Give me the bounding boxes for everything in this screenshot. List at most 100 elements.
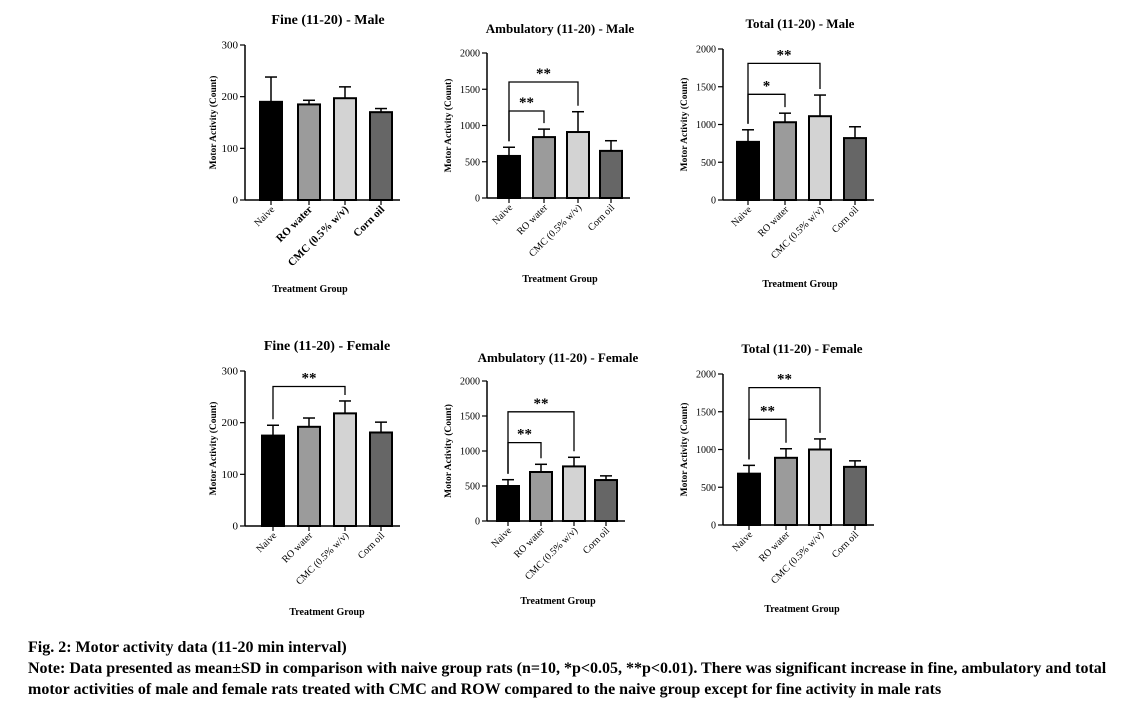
y-tick-label: 2000 xyxy=(460,377,480,388)
chart-panel-6: Total (11-20) - Female 0 500 1000 1500 2000 Mo… xyxy=(679,341,874,615)
y-tick-label: 200 xyxy=(222,91,239,103)
x-axis-label: Treatment Group xyxy=(522,274,598,285)
bar-naive xyxy=(737,472,761,527)
y-axis-label: Motor Activity (Count) xyxy=(208,76,219,170)
y-tick-label: 0 xyxy=(475,194,480,205)
bar-cmc xyxy=(333,412,357,527)
y-tick-label: 500 xyxy=(465,482,480,493)
significance-bracket xyxy=(748,386,821,460)
y-tick-label: 1000 xyxy=(460,447,480,458)
x-tick-label: RO water xyxy=(756,204,792,240)
chart-title: Ambulatory (11-20) - Female xyxy=(478,350,639,365)
x-tick-label: Corn oil xyxy=(581,525,612,556)
y-tick-label: 1000 xyxy=(460,121,480,132)
bar-ro_water xyxy=(532,136,556,200)
chart-panel-4: Fine (11-20) - Female 0 100 200 300 Motor Act… xyxy=(208,339,400,618)
figure-charts: Fine (11-20) - Male 0 100 200 300 Motor Activ… xyxy=(208,13,874,618)
bar-naive xyxy=(496,485,520,522)
y-tick-label: 2000 xyxy=(696,370,716,381)
bar-corn_oil xyxy=(369,111,393,201)
significance-label: ** xyxy=(519,95,534,111)
chart-panel-1: Fine (11-20) - Male 0 100 200 300 Motor Activ… xyxy=(208,13,400,295)
bar-corn_oil xyxy=(599,149,623,199)
bar-corn_oil xyxy=(843,137,867,201)
x-tick-label: Naive xyxy=(730,529,755,554)
x-axis-label: Treatment Group xyxy=(764,604,840,615)
y-tick-label: 2000 xyxy=(696,45,716,56)
bar-corn_oil xyxy=(594,479,618,522)
y-axis-label: Motor Activity (Count) xyxy=(443,404,454,498)
y-axis-label: Motor Activity (Count) xyxy=(679,78,690,172)
x-tick-label: Naive xyxy=(252,204,277,229)
bar-corn_oil xyxy=(843,465,867,526)
bar-ro_water xyxy=(297,103,321,201)
y-tick-label: 1500 xyxy=(460,412,480,423)
significance-bracket xyxy=(748,418,787,460)
bar-ro_water xyxy=(773,121,797,201)
bar-naive xyxy=(261,434,285,528)
significance-label: ** xyxy=(302,371,317,387)
x-tick-label: Corn oil xyxy=(830,204,861,235)
significance-label: ** xyxy=(536,66,551,82)
y-tick-label: 1500 xyxy=(696,82,716,93)
y-tick-label: 500 xyxy=(701,483,716,494)
x-axis-label: Treatment Group xyxy=(520,596,596,607)
x-tick-label: RO water xyxy=(280,530,316,566)
y-tick-label: 1000 xyxy=(696,445,716,456)
y-tick-label: 0 xyxy=(711,521,716,532)
chart-panel-3: Total (11-20) - Male 0 500 1000 1500 2000 Moto… xyxy=(679,16,874,290)
significance-bracket xyxy=(508,81,579,142)
bar-cmc xyxy=(566,131,590,199)
bar-ro_water xyxy=(529,471,553,522)
y-tick-label: 0 xyxy=(475,517,480,528)
chart-title: Fine (11-20) - Female xyxy=(264,339,390,354)
bar-cmc xyxy=(333,97,357,201)
y-tick-label: 0 xyxy=(711,196,716,207)
chart-title: Ambulatory (11-20) - Male xyxy=(486,21,635,36)
significance-bracket xyxy=(507,441,542,474)
y-tick-label: 100 xyxy=(222,469,239,481)
x-tick-label: Naive xyxy=(490,202,515,227)
bar-naive xyxy=(497,154,521,199)
bar-cmc xyxy=(562,465,586,522)
y-tick-label: 1500 xyxy=(696,407,716,418)
x-tick-label: Corn oil xyxy=(351,204,387,240)
figure-caption-title: Fig. 2: Motor activity data (11-20 min i… xyxy=(28,639,347,656)
y-tick-label: 2000 xyxy=(460,49,480,60)
y-tick-label: 500 xyxy=(701,158,716,169)
bar-corn_oil xyxy=(369,431,393,528)
significance-bracket xyxy=(747,62,821,124)
x-tick-label: Corn oil xyxy=(586,202,617,233)
bar-naive xyxy=(259,100,283,201)
bar-naive xyxy=(736,140,760,202)
significance-bracket xyxy=(272,385,346,420)
significance-bracket xyxy=(507,411,575,474)
x-axis-label: Treatment Group xyxy=(289,607,365,618)
significance-bracket xyxy=(747,93,786,124)
x-tick-label: Corn oil xyxy=(830,529,861,560)
y-tick-label: 300 xyxy=(222,40,239,52)
x-axis-label: Treatment Group xyxy=(762,279,838,290)
y-axis-label: Motor Activity (Count) xyxy=(679,403,690,497)
chart-title: Fine (11-20) - Male xyxy=(271,13,384,28)
x-tick-label: Naive xyxy=(729,204,754,229)
y-tick-label: 1000 xyxy=(696,120,716,131)
bar-cmc xyxy=(808,448,832,526)
significance-label: ** xyxy=(517,427,532,443)
x-tick-label: Naive xyxy=(254,530,279,555)
y-tick-label: 0 xyxy=(233,195,239,207)
chart-title: Total (11-20) - Female xyxy=(741,341,862,356)
x-axis-label: Treatment Group xyxy=(272,284,348,295)
figure-caption-note: Note: Data presented as mean±SD in compa… xyxy=(28,660,1107,698)
x-tick-label: Naive xyxy=(489,525,514,550)
bar-ro_water xyxy=(297,425,321,527)
y-tick-label: 1500 xyxy=(460,85,480,96)
y-tick-label: 0 xyxy=(233,521,239,533)
y-axis-label: Motor Activity (Count) xyxy=(208,402,219,496)
y-axis-label: Motor Activity (Count) xyxy=(443,79,454,173)
y-tick-label: 100 xyxy=(222,143,239,155)
y-tick-label: 200 xyxy=(222,417,239,429)
y-tick-label: 500 xyxy=(465,157,480,168)
bar-ro_water xyxy=(774,456,798,526)
significance-label: ** xyxy=(534,396,549,412)
